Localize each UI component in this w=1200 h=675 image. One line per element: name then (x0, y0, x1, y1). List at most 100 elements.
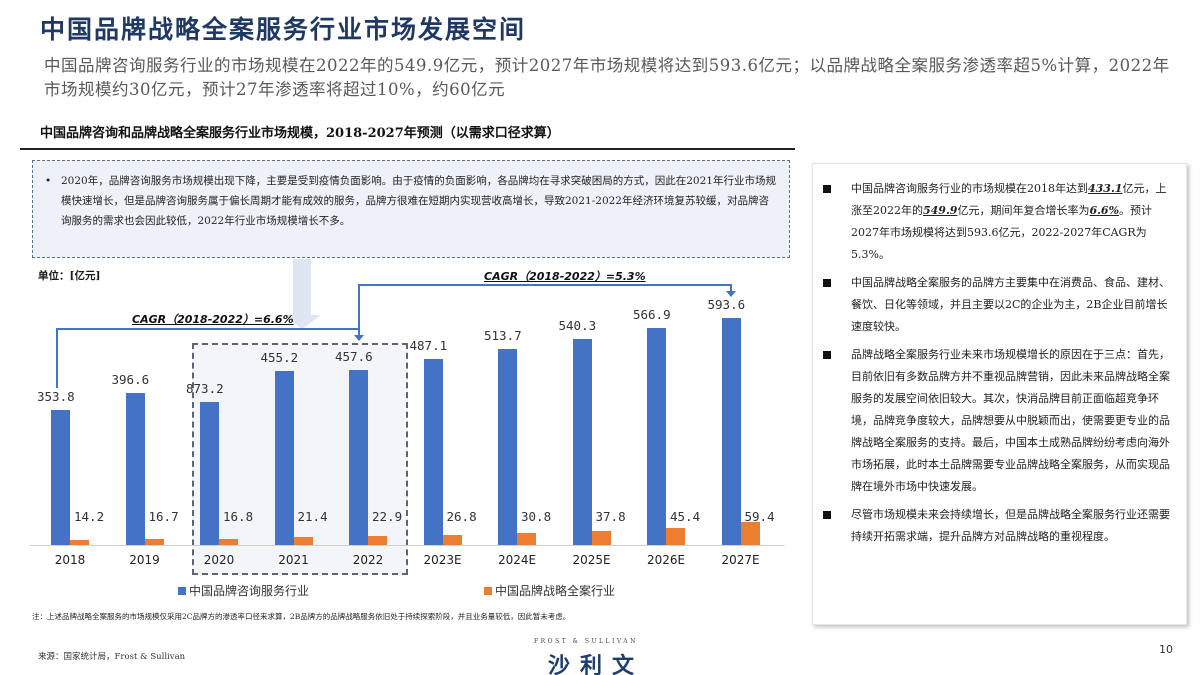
logo-english: FROST & SULLIVAN (534, 638, 638, 645)
x-axis-tick-label: 2022 (352, 553, 384, 567)
data-label: 37.8 (595, 509, 626, 524)
bar-strategy (368, 536, 387, 545)
bullet-square-icon (823, 279, 831, 287)
cagr-connector-1-vertical-right (358, 328, 360, 336)
bar-consulting (349, 370, 368, 545)
bar-strategy (591, 530, 611, 545)
key-finding-item: 品牌战略全案服务行业未来市场规模增长的原因在于三点：首先，目前依旧有多数品牌方并… (823, 344, 1174, 498)
data-label: 16.7 (148, 509, 179, 524)
cagr-label-2: CAGR（2018-2022）=5.3% (484, 270, 646, 283)
key-finding-item: 中国品牌战略全案服务的品牌方主要集中在消费品、食品、建材、餐饮、日化等领域，并且… (823, 272, 1174, 338)
data-label: 487.1 (409, 337, 448, 353)
page-title: 中国品牌战略全案服务行业市场发展空间 (40, 15, 527, 44)
finding-text: 亿元，期间年复合增长率为 (957, 204, 1090, 217)
cagr-connector-2-vertical-right (730, 284, 732, 292)
data-label: 513.7 (484, 327, 522, 343)
bar-strategy (666, 527, 685, 545)
highlight-value: 6.6% (1089, 204, 1120, 217)
finding-text: 。预计2027年市场规模将达到593.6亿元，2022-2027年CAGR为5.… (851, 204, 1153, 261)
legend-item-consulting: 中国品牌咨询服务行业 (178, 582, 309, 599)
x-axis-tick-label: 2023E (423, 553, 462, 567)
finding-text: 中国品牌战略全案服务的品牌方主要集中在消费品、食品、建材、餐饮、日化等领域，并且… (851, 276, 1170, 333)
bar-strategy (293, 536, 313, 545)
bar-strategy (219, 538, 238, 545)
data-label: 26.8 (446, 509, 477, 524)
legend-label: 中国品牌战略全案行业 (495, 584, 616, 598)
x-axis-tick-label: 2018 (54, 553, 86, 567)
bar-consulting (498, 348, 517, 545)
data-label: 566.9 (633, 307, 671, 323)
x-axis-tick-label: 2021 (278, 553, 309, 567)
legend-swatch-blue (178, 587, 186, 595)
bar-strategy (70, 539, 89, 545)
chart-note-box: • 2020年，品牌咨询服务市场规模出现下降，主要是受到疫情负面影响。由于疫情的… (32, 160, 790, 258)
key-finding-item: 尽管市场规模未来会持续增长，但是品牌战略全案服务行业还需要持续开拓需求端，提升品… (823, 504, 1174, 548)
key-finding-item: 中国品牌咨询服务行业的市场规模在2018年达到433.1亿元，上涨至2022年的… (823, 178, 1174, 266)
bullet-icon: • (45, 175, 52, 187)
cagr-label-1: CAGR（2018-2022）=6.6% (132, 313, 294, 326)
data-label: 457.6 (335, 349, 373, 365)
footnote: 注：上述品牌战略全案服务的市场规模仅采用2C品牌方的渗透率口径来求算，2B品牌方… (32, 612, 571, 621)
data-label: 593.6 (707, 297, 746, 313)
highlight-value: 549.9 (923, 204, 958, 217)
bar-consulting (274, 371, 294, 545)
bar-consulting (572, 338, 592, 545)
bar-consulting (200, 402, 219, 545)
data-label: 30.8 (521, 509, 552, 524)
cagr-arrow-2-icon (726, 291, 736, 297)
data-label: 396.6 (111, 372, 150, 388)
legend-swatch-orange (484, 587, 492, 595)
source-text: 来源：国家统计局，Frost & Sullivan (38, 652, 186, 662)
data-label: 45.4 (670, 509, 701, 524)
bar-strategy (740, 522, 760, 545)
finding-text: 品牌战略全案服务行业未来市场规模增长的原因在于三点：首先，目前依旧有多数品牌方并… (851, 348, 1170, 493)
cagr-connector-2-vertical-left (358, 284, 360, 328)
bar-strategy (144, 538, 164, 545)
data-label: 14.2 (74, 509, 105, 524)
bar-strategy (442, 534, 462, 545)
chart-title: 中国品牌咨询和品牌战略全案服务行业市场规模，2018-2027年预测（以需求口径… (40, 126, 560, 141)
data-label: 21.4 (297, 509, 328, 524)
bar-consulting (423, 358, 443, 545)
page-subtitle: 中国品牌咨询服务行业的市场规模在2022年的549.9亿元，预计2027年市场规… (44, 56, 1170, 99)
bullet-square-icon (823, 185, 831, 193)
x-axis-tick-label: 2020 (203, 553, 235, 567)
legend-item-strategy: 中国品牌战略全案行业 (484, 582, 615, 599)
data-label: 873.2 (186, 381, 224, 397)
x-axis-tick-label: 2027E (721, 553, 760, 567)
chart-title-divider (20, 148, 795, 150)
cagr-connector-1-vertical-left (56, 328, 58, 388)
bar-consulting (647, 328, 666, 545)
finding-text: 亿元，上涨至2022年的 (851, 182, 1167, 217)
key-findings-panel: 中国品牌咨询服务行业的市场规模在2018年达到433.1亿元，上涨至2022年的… (812, 163, 1187, 625)
bar-strategy (517, 533, 536, 545)
cagr-connector-2-horizontal (358, 284, 731, 286)
legend-label: 中国品牌咨询服务行业 (189, 584, 310, 598)
data-label: 353.8 (37, 388, 75, 404)
bullet-square-icon (823, 351, 831, 359)
bar-consulting (721, 318, 741, 545)
highlight-value: 433.1 (1088, 182, 1123, 195)
data-label: 22.9 (372, 509, 403, 524)
unit-label: 单位：[亿元] (38, 270, 101, 282)
data-label: 16.8 (223, 509, 254, 524)
finding-text: 尽管市场规模未来会持续增长，但是品牌战略全案服务行业还需要持续开拓需求端，提升品… (851, 508, 1170, 543)
data-label: 540.3 (558, 317, 597, 333)
key-findings-list: 中国品牌咨询服务行业的市场规模在2018年达到433.1亿元，上涨至2022年的… (823, 178, 1174, 548)
x-axis-tick-label: 2025E (572, 553, 611, 567)
callout-arrow-down-icon (283, 315, 321, 329)
callout-arrow-shaft (293, 259, 311, 315)
page-number: 10 (1159, 643, 1173, 656)
chart-note-text: 2020年，品牌咨询服务市场规模出现下降，主要是受到疫情负面影响。由于疫情的负面… (61, 175, 776, 227)
x-axis-line (30, 545, 785, 546)
x-axis-tick-label: 2019 (129, 553, 160, 567)
x-axis-tick-label: 2024E (497, 553, 537, 567)
logo-chinese: 沙利文 (548, 654, 645, 675)
x-axis-tick-label: 2026E (646, 553, 686, 567)
bar-consulting (51, 409, 70, 545)
bullet-square-icon (823, 511, 831, 519)
bar-consulting (125, 393, 145, 545)
cagr-arrow-1-icon (354, 335, 364, 341)
cagr-connector-1-horizontal (56, 328, 359, 330)
finding-text: 中国品牌咨询服务行业的市场规模在2018年达到 (851, 182, 1088, 195)
